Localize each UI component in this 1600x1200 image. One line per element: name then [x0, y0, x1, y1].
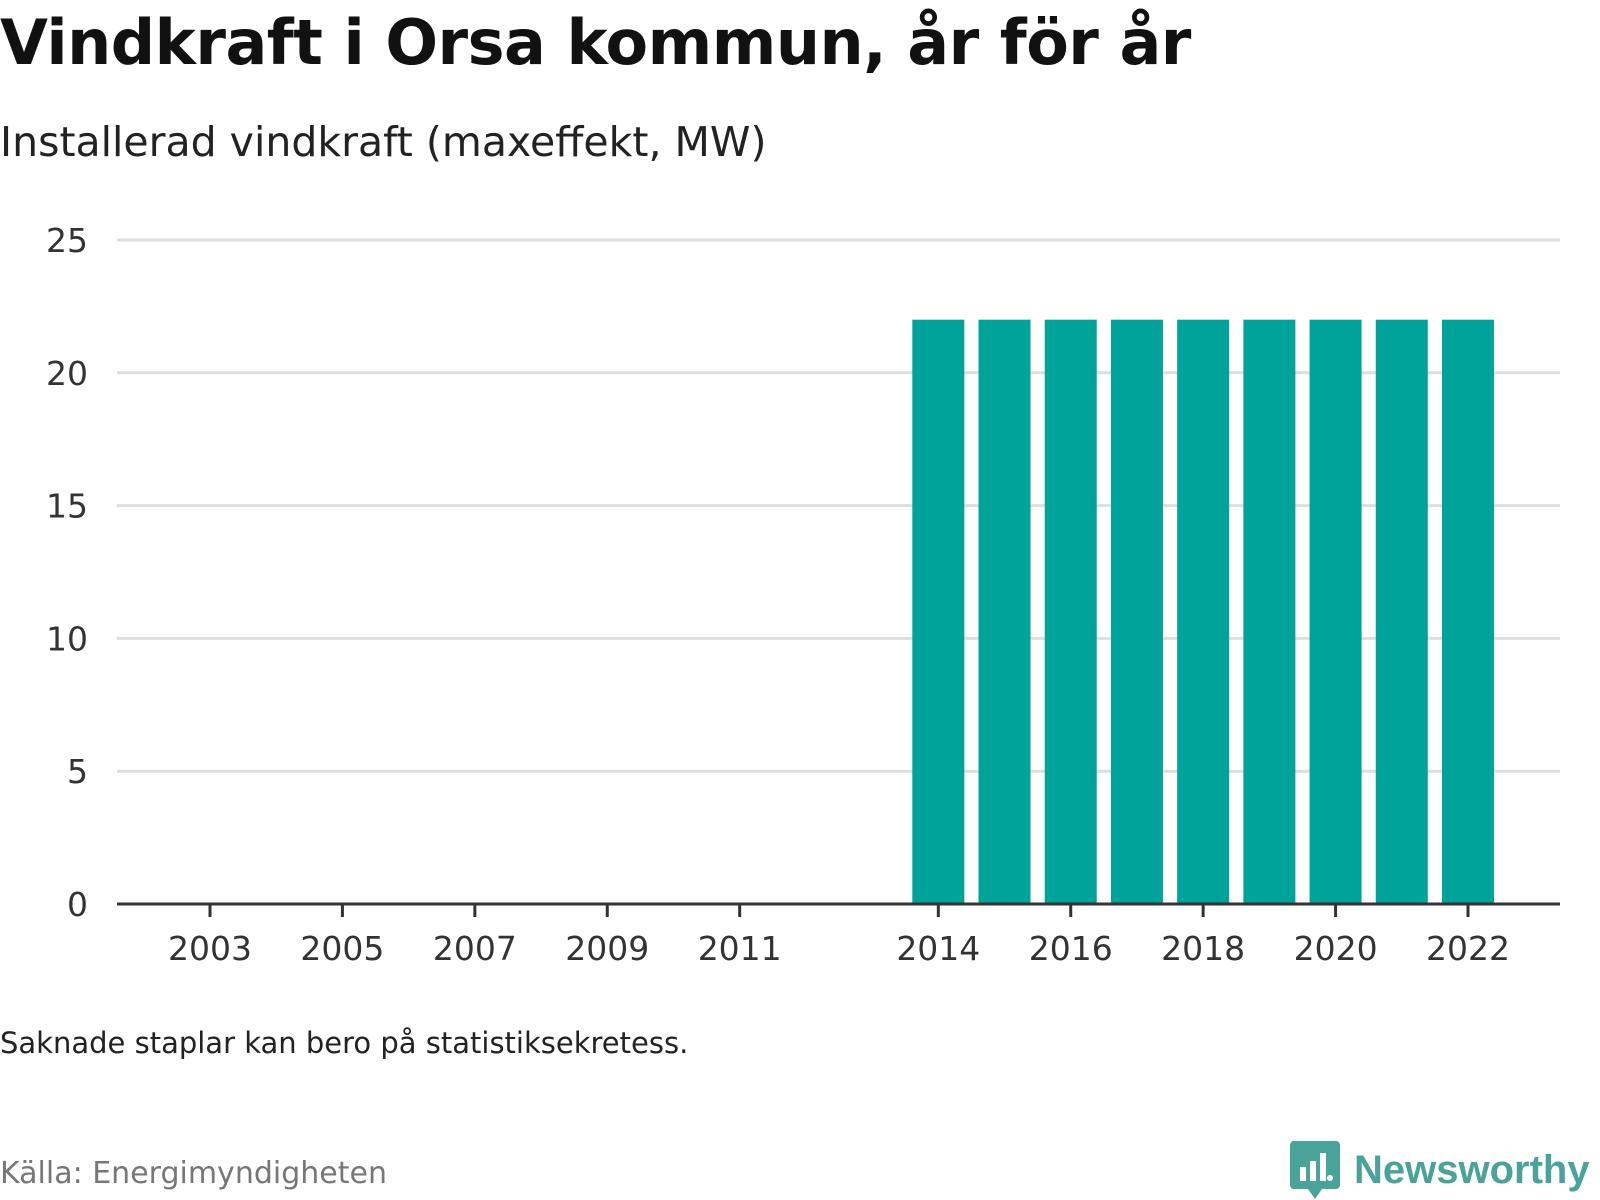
- x-tick-label: 2011: [698, 929, 782, 968]
- x-tick-label: 2018: [1161, 929, 1245, 968]
- chart-subtitle: Installerad vindkraft (maxeffekt, MW): [0, 118, 767, 166]
- x-tick-label: 2007: [433, 929, 517, 968]
- newsworthy-logo-icon: [1290, 1141, 1340, 1199]
- x-tick-label: 2022: [1426, 929, 1510, 968]
- bar-2019: [1243, 319, 1296, 904]
- bar-2021: [1375, 319, 1428, 904]
- y-tick-label: 20: [46, 354, 88, 393]
- brand-name: Newsworthy: [1354, 1147, 1590, 1192]
- bar-2020: [1309, 319, 1362, 904]
- footnote: Saknade staplar kan bero på statistiksek…: [0, 1026, 689, 1060]
- source-text: Källa: Energimyndigheten: [0, 1156, 387, 1191]
- bar-2022: [1442, 319, 1494, 904]
- bar-2014: [912, 319, 965, 904]
- brand-logo: Newsworthy: [1290, 1141, 1590, 1199]
- y-tick-label: 0: [67, 885, 88, 924]
- x-tick-label: 2020: [1294, 929, 1378, 968]
- x-tick-label: 2016: [1029, 929, 1113, 968]
- chart-title: Vindkraft i Orsa kommun, år för år: [0, 6, 1191, 79]
- bar-chart: 0 5 10 15 20 25 2003 2005 2007 2009 2011 2014 2016 20…: [46, 221, 1560, 968]
- x-tick-label: 2005: [300, 929, 384, 968]
- bar-2017: [1110, 319, 1163, 904]
- bar-2015: [978, 319, 1031, 904]
- y-tick-label: 10: [46, 619, 88, 658]
- y-tick-label: 25: [46, 221, 88, 260]
- bar-2016: [1044, 319, 1097, 904]
- x-tick-label: 2003: [168, 929, 252, 968]
- x-tick-label: 2009: [565, 929, 649, 968]
- y-tick-label: 5: [67, 752, 88, 791]
- y-tick-label: 15: [46, 487, 88, 526]
- x-tick-label: 2014: [896, 929, 980, 968]
- bar-2018: [1177, 319, 1230, 904]
